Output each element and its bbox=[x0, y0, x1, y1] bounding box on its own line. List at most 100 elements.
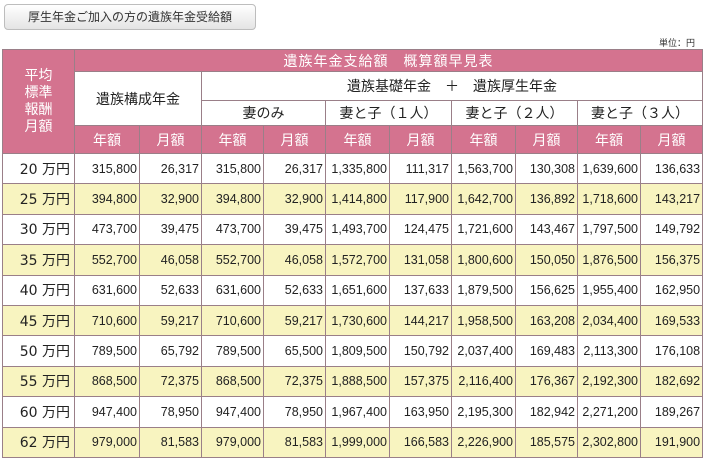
row-salary-label: 62 万円 bbox=[2, 426, 75, 458]
monthly-amount-cell: 26,317 bbox=[139, 152, 202, 185]
annual-amount-cell: 1,955,400 bbox=[577, 274, 641, 306]
monthly-amount-cell: 52,633 bbox=[263, 274, 326, 306]
tab-survivor-pension[interactable]: 厚生年金ご加入の方の遺族年金受給額 bbox=[4, 4, 256, 30]
annual-amount-cell: 2,116,400 bbox=[451, 365, 516, 398]
header-wife-child-2: 妻と子（２人） bbox=[451, 100, 578, 126]
monthly-amount-cell: 59,217 bbox=[263, 304, 326, 337]
table-title: 遺族年金支給額 概算額早見表 bbox=[73, 49, 704, 72]
monthly-amount-cell: 169,483 bbox=[515, 335, 578, 367]
row-salary-label: 25 万円 bbox=[2, 183, 75, 215]
table-row: 40 万円 631,600 52,633 631,600 52,633 1,651,600… bbox=[2, 274, 704, 306]
annual-amount-cell: 315,800 bbox=[74, 152, 140, 185]
monthly-amount-cell: 144,217 bbox=[389, 304, 452, 337]
header-wife-only: 妻のみ bbox=[201, 100, 326, 126]
row-salary-label: 30 万円 bbox=[2, 213, 75, 246]
annual-amount-cell: 1,800,600 bbox=[451, 244, 516, 276]
annual-amount-cell: 2,226,900 bbox=[451, 426, 516, 458]
row-salary-label: 55 万円 bbox=[2, 365, 75, 398]
annual-amount-cell: 2,302,800 bbox=[577, 426, 641, 458]
header-wife-child-3: 妻と子（３人） bbox=[576, 100, 704, 126]
monthly-amount-cell: 162,950 bbox=[639, 274, 704, 306]
annual-amount-cell: 2,034,400 bbox=[577, 304, 641, 337]
annual-amount-cell: 710,600 bbox=[201, 304, 264, 337]
header-monthly: 月額 bbox=[389, 125, 452, 154]
monthly-amount-cell: 65,792 bbox=[139, 335, 202, 367]
header-annual: 年額 bbox=[451, 125, 516, 154]
annual-amount-cell: 473,700 bbox=[201, 213, 264, 246]
monthly-amount-cell: 117,900 bbox=[389, 183, 452, 215]
table-row: 50 万円 789,500 65,792 789,500 65,500 1,809,500… bbox=[2, 335, 704, 367]
monthly-amount-cell: 189,267 bbox=[639, 396, 704, 428]
annual-amount-cell: 315,800 bbox=[201, 152, 264, 185]
monthly-amount-cell: 78,950 bbox=[139, 396, 202, 428]
annual-amount-cell: 1,999,000 bbox=[325, 426, 390, 458]
annual-amount-cell: 1,876,500 bbox=[577, 244, 641, 276]
monthly-amount-cell: 32,900 bbox=[139, 183, 202, 215]
table-row: 62 万円 979,000 81,583 979,000 81,583 1,999,000… bbox=[2, 426, 704, 458]
monthly-amount-cell: 81,583 bbox=[139, 426, 202, 458]
header-kiso-kosei: 遺族基礎年金 ＋ 遺族厚生年金 bbox=[200, 71, 704, 101]
unit-note: 単位：円 bbox=[658, 39, 695, 49]
monthly-amount-cell: 46,058 bbox=[263, 244, 326, 276]
table-row: 25 万円 394,800 32,900 394,800 32,900 1,414,800… bbox=[2, 183, 704, 215]
annual-amount-cell: 1,967,400 bbox=[325, 396, 390, 428]
monthly-amount-cell: 156,375 bbox=[639, 244, 704, 276]
annual-amount-cell: 1,493,700 bbox=[325, 213, 390, 246]
annual-amount-cell: 631,600 bbox=[201, 274, 264, 306]
monthly-amount-cell: 176,367 bbox=[515, 365, 578, 398]
annual-amount-cell: 2,195,300 bbox=[451, 396, 516, 428]
row-salary-label: 60 万円 bbox=[2, 396, 75, 428]
annual-amount-cell: 1,797,500 bbox=[577, 213, 641, 246]
annual-amount-cell: 631,600 bbox=[74, 274, 140, 306]
monthly-amount-cell: 130,308 bbox=[515, 152, 578, 185]
monthly-amount-cell: 124,475 bbox=[389, 213, 452, 246]
monthly-amount-cell: 78,950 bbox=[263, 396, 326, 428]
annual-amount-cell: 1,414,800 bbox=[325, 183, 390, 215]
annual-amount-cell: 1,888,500 bbox=[325, 365, 390, 398]
header-annual: 年額 bbox=[201, 125, 264, 154]
header-wife-child-1: 妻と子（１人） bbox=[325, 100, 452, 126]
monthly-amount-cell: 59,217 bbox=[139, 304, 202, 337]
monthly-amount-cell: 157,375 bbox=[389, 365, 452, 398]
monthly-amount-cell: 156,625 bbox=[515, 274, 578, 306]
monthly-amount-cell: 185,575 bbox=[515, 426, 578, 458]
header-annual: 年額 bbox=[577, 125, 641, 154]
annual-amount-cell: 1,572,700 bbox=[325, 244, 390, 276]
table-row: 55 万円 868,500 72,375 868,500 72,375 1,888,500… bbox=[2, 365, 704, 398]
annual-amount-cell: 1,718,600 bbox=[577, 183, 641, 215]
annual-amount-cell: 1,721,600 bbox=[451, 213, 516, 246]
corner-header: 平均 標準 報酬 月額 bbox=[2, 49, 75, 154]
monthly-amount-cell: 163,208 bbox=[515, 304, 578, 337]
annual-amount-cell: 1,730,600 bbox=[325, 304, 390, 337]
header-monthly: 月額 bbox=[139, 125, 202, 154]
annual-amount-cell: 947,400 bbox=[74, 396, 140, 428]
annual-amount-cell: 1,335,800 bbox=[325, 152, 390, 185]
monthly-amount-cell: 166,583 bbox=[389, 426, 452, 458]
header-annual: 年額 bbox=[74, 125, 140, 154]
annual-amount-cell: 1,563,700 bbox=[451, 152, 516, 185]
monthly-amount-cell: 149,792 bbox=[639, 213, 704, 246]
table-row: 20 万円 315,800 26,317 315,800 26,317 1,335,800… bbox=[2, 152, 704, 185]
annual-amount-cell: 1,958,500 bbox=[451, 304, 516, 337]
annual-amount-cell: 710,600 bbox=[74, 304, 140, 337]
monthly-amount-cell: 169,533 bbox=[639, 304, 704, 337]
monthly-amount-cell: 72,375 bbox=[139, 365, 202, 398]
monthly-amount-cell: 32,900 bbox=[263, 183, 326, 215]
table-row: 60 万円 947,400 78,950 947,400 78,950 1,967,400… bbox=[2, 396, 704, 428]
monthly-amount-cell: 72,375 bbox=[263, 365, 326, 398]
monthly-amount-cell: 136,892 bbox=[515, 183, 578, 215]
annual-amount-cell: 2,192,300 bbox=[577, 365, 641, 398]
annual-amount-cell: 1,642,700 bbox=[451, 183, 516, 215]
annual-amount-cell: 1,879,500 bbox=[451, 274, 516, 306]
annual-amount-cell: 789,500 bbox=[201, 335, 264, 367]
row-salary-label: 40 万円 bbox=[2, 274, 75, 306]
annual-amount-cell: 552,700 bbox=[201, 244, 264, 276]
monthly-amount-cell: 150,050 bbox=[515, 244, 578, 276]
header-annual: 年額 bbox=[325, 125, 390, 154]
annual-amount-cell: 979,000 bbox=[74, 426, 140, 458]
monthly-amount-cell: 143,217 bbox=[639, 183, 704, 215]
monthly-amount-cell: 65,500 bbox=[263, 335, 326, 367]
annual-amount-cell: 2,113,300 bbox=[577, 335, 641, 367]
monthly-amount-cell: 52,633 bbox=[139, 274, 202, 306]
annual-amount-cell: 947,400 bbox=[201, 396, 264, 428]
